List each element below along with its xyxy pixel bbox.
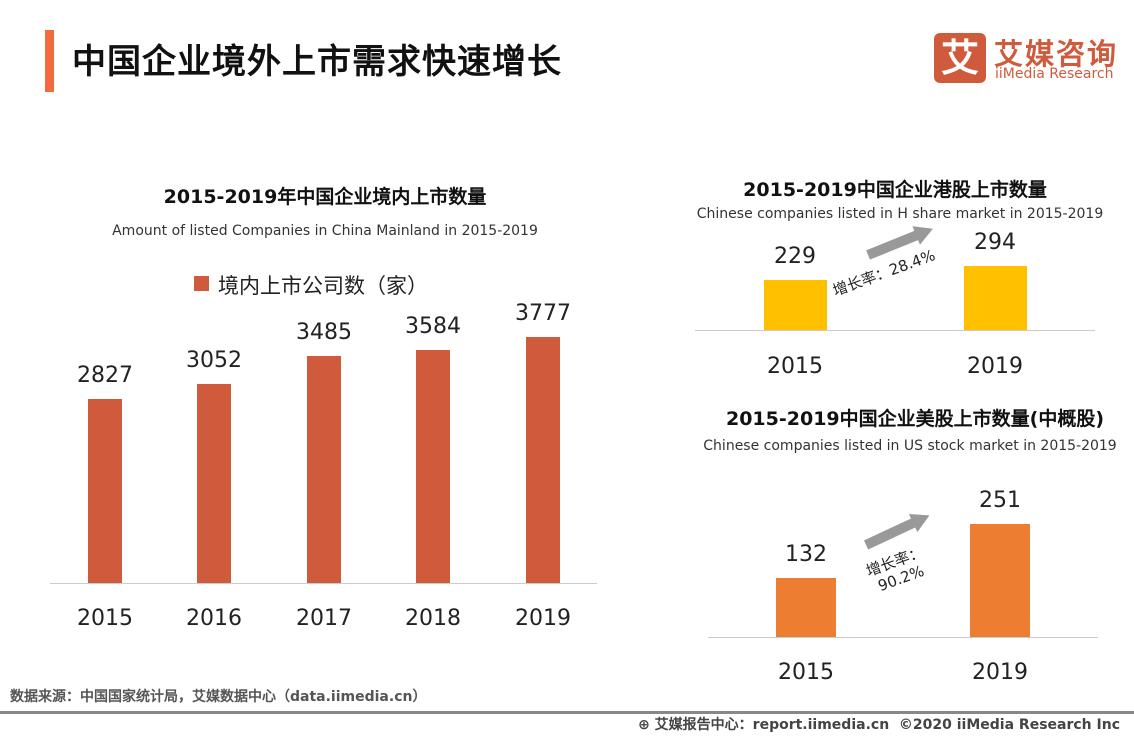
chart2-growth-arrow-icon <box>864 220 936 265</box>
x-tick-label: 2017 <box>296 606 352 631</box>
x-tick-label: 2015 <box>77 606 133 631</box>
chart3-title: 2015-2019中国企业美股上市数量(中概股) <box>725 408 1104 430</box>
report-link[interactable]: 艾媒报告中心：report.iimedia.cn <box>654 717 890 733</box>
chart2-title: 2015-2019中国企业港股上市数量 <box>743 179 1047 201</box>
chart2-subtitle: Chinese companies listed in H share mark… <box>696 206 1104 222</box>
bar <box>763 280 827 330</box>
logo-text-cn: 艾媒咨询 <box>994 37 1119 71</box>
value-label: 229 <box>774 244 816 270</box>
x-tick-label: 2015 <box>767 354 823 379</box>
x-tick-label: 2019 <box>972 660 1028 685</box>
value-label: 2827 <box>77 362 133 388</box>
value-label: 3584 <box>405 313 461 339</box>
x-tick-label: 2018 <box>405 606 461 631</box>
chart1-title: 2015-2019年中国企业境内上市数量 <box>163 186 487 208</box>
bar <box>970 524 1030 637</box>
x-tick-label: 2019 <box>515 606 571 631</box>
value-label: 3777 <box>515 301 571 326</box>
copyright: ©2020 iiMedia Research Inc <box>898 717 1120 733</box>
bar <box>526 337 560 583</box>
bar <box>88 398 122 583</box>
chart3-subtitle: Chinese companies listed in US stock mar… <box>703 438 1117 454</box>
value-label: 251 <box>979 488 1021 514</box>
x-tick-label: 2016 <box>186 606 242 631</box>
chart1-legend-swatch <box>194 276 209 291</box>
chart1-subtitle: Amount of listed Companies in China Main… <box>112 223 538 239</box>
value-label: 3485 <box>296 320 352 346</box>
bar <box>197 384 231 583</box>
chart3-x-axis <box>708 637 1098 638</box>
value-label: 294 <box>974 229 1016 255</box>
chart3-growth-arrow-icon <box>862 506 934 554</box>
logo-text-en: iiMedia Research <box>995 66 1114 82</box>
bar <box>307 356 341 583</box>
bar <box>416 349 450 583</box>
bar <box>776 577 836 637</box>
logo-mark: 艾 <box>934 33 986 83</box>
value-label: 3052 <box>186 348 242 374</box>
title-accent-bar <box>45 30 54 92</box>
chart1-legend-label: 境内上市公司数（家） <box>218 274 428 298</box>
footer-info: ⊕ 艾媒报告中心：report.iimedia.cn ©2020 iiMedia… <box>638 714 1120 734</box>
bar <box>963 265 1027 330</box>
value-label: 132 <box>785 541 827 567</box>
page-title: 中国企业境外上市需求快速增长 <box>72 42 562 82</box>
footer-divider <box>0 711 1134 714</box>
x-tick-label: 2015 <box>778 660 834 685</box>
data-source: 数据来源：中国国家统计局，艾媒数据中心（data.iimedia.cn） <box>10 689 427 705</box>
x-tick-label: 2019 <box>967 354 1023 379</box>
chart1-x-axis <box>50 583 597 584</box>
globe-icon: ⊕ <box>638 717 650 733</box>
chart2-x-axis <box>695 330 1095 331</box>
